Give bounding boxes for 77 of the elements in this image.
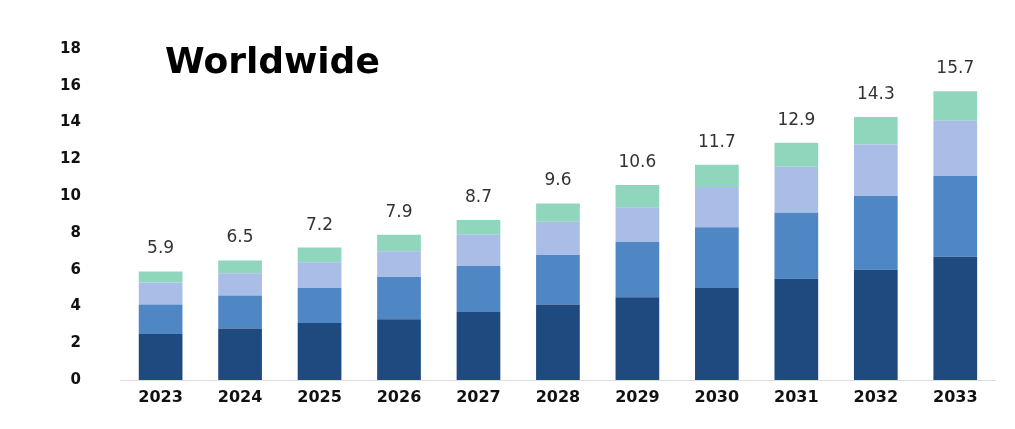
total-label: 7.2 [306, 213, 334, 234]
bar [138, 304, 183, 335]
bar [138, 282, 183, 305]
bar [138, 334, 183, 380]
x-tick-label: 2023 [138, 386, 183, 406]
bar [853, 144, 898, 197]
total-label: 5.9 [147, 237, 175, 258]
bar [218, 260, 262, 274]
bar [377, 251, 421, 278]
x-tick-label: 2033 [933, 386, 978, 406]
x-tick-label: 2024 [217, 386, 263, 406]
bar [297, 322, 342, 380]
bar [456, 311, 501, 380]
bar [695, 186, 739, 228]
annotation: Worldwide [165, 40, 380, 81]
bar [933, 256, 978, 380]
total-label: 8.7 [464, 185, 492, 206]
bar [774, 212, 819, 279]
bar [774, 278, 819, 380]
bar [615, 207, 660, 243]
bar [774, 166, 819, 213]
bar [456, 265, 501, 312]
bar [615, 297, 660, 380]
bar [853, 117, 898, 145]
bar [615, 185, 660, 208]
y-tick-label: 14 [60, 112, 81, 131]
bar [536, 203, 580, 222]
bar [615, 242, 660, 298]
bar [138, 271, 183, 283]
total-label: 12.9 [777, 108, 816, 129]
bar [377, 234, 421, 252]
bar [377, 319, 421, 380]
bar [377, 277, 421, 320]
y-tick-label: 0 [70, 369, 81, 388]
y-tick-label: 4 [70, 296, 81, 315]
bar [297, 262, 342, 289]
bar [218, 295, 262, 329]
x-tick-label: 2028 [535, 386, 581, 406]
y-tick-label: 8 [70, 222, 81, 241]
x-tick-label: 2026 [376, 386, 422, 406]
bar [933, 91, 978, 121]
bar [297, 288, 342, 323]
bar [695, 288, 739, 380]
x-tick-label: 2031 [774, 386, 819, 406]
total-label: 6.5 [226, 226, 254, 247]
bar [536, 304, 580, 380]
bar [536, 221, 580, 255]
x-tick-label: 2032 [853, 386, 899, 406]
y-tick-label: 12 [60, 149, 81, 168]
total-label: 10.6 [618, 151, 657, 171]
bar [774, 142, 819, 167]
bar [695, 164, 739, 187]
bar [456, 234, 501, 266]
bar [297, 247, 342, 263]
bar [853, 196, 898, 270]
x-tick-label: 2025 [297, 386, 342, 406]
bar [218, 328, 262, 380]
y-tick-label: 10 [60, 186, 81, 204]
total-label: 9.6 [544, 169, 572, 190]
bar [933, 120, 978, 176]
total-label: 14.3 [856, 82, 895, 103]
y-tick-label: 16 [60, 75, 81, 94]
bar [456, 220, 501, 235]
bar [218, 273, 262, 296]
bar [853, 269, 898, 380]
y-tick-label: 2 [70, 333, 81, 352]
bar [536, 254, 580, 305]
x-tick-label: 2027 [456, 386, 501, 406]
total-label: 7.9 [385, 200, 413, 221]
total-label: 11.7 [697, 130, 736, 151]
bar [933, 175, 978, 257]
y-tick-label: 18 [60, 38, 81, 57]
x-tick-label: 2030 [694, 386, 740, 406]
y-tick-label: 6 [70, 259, 81, 278]
x-tick-label: 2029 [615, 386, 660, 406]
bar [695, 227, 739, 289]
total-label: 15.7 [936, 57, 975, 78]
